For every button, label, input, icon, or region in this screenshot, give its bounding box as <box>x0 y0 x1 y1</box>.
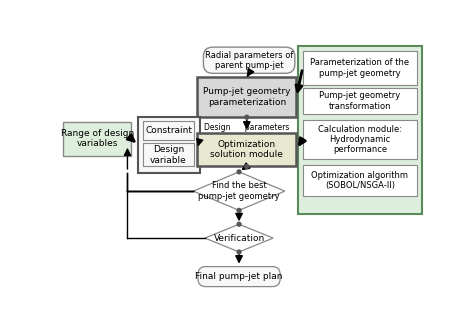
Bar <box>143 121 194 140</box>
Text: Design
variable: Design variable <box>150 145 187 164</box>
Text: Calculation module:
Hydrodynamic
performance: Calculation module: Hydrodynamic perform… <box>318 125 402 154</box>
Text: Optimization
solution module: Optimization solution module <box>210 140 283 159</box>
Circle shape <box>245 164 249 169</box>
Bar <box>197 133 296 166</box>
Bar <box>143 143 194 166</box>
Text: Pump-jet geometry
transformation: Pump-jet geometry transformation <box>319 91 401 111</box>
Circle shape <box>237 222 241 226</box>
Text: Radial parameters of
parent pump-jet: Radial parameters of parent pump-jet <box>205 51 293 70</box>
FancyBboxPatch shape <box>198 267 280 287</box>
Text: Pump-jet geometry
parameterization: Pump-jet geometry parameterization <box>203 87 291 107</box>
Polygon shape <box>205 224 273 252</box>
Text: Design      parameters: Design parameters <box>204 124 290 132</box>
Bar <box>302 165 417 196</box>
Bar <box>197 77 296 117</box>
Text: Parameterization of the
pump-jet geometry: Parameterization of the pump-jet geometr… <box>310 58 410 78</box>
Bar <box>302 88 417 114</box>
Bar <box>138 117 201 173</box>
FancyBboxPatch shape <box>203 47 295 73</box>
Text: Find the best
pump-jet geometry: Find the best pump-jet geometry <box>198 182 280 201</box>
Bar <box>63 122 131 156</box>
Text: Verification: Verification <box>213 233 264 243</box>
Bar <box>302 51 417 85</box>
Text: Range of design
variables: Range of design variables <box>61 129 134 148</box>
Circle shape <box>237 208 241 212</box>
Text: Optimization algorithm
(SOBOL/NSGA-II): Optimization algorithm (SOBOL/NSGA-II) <box>311 171 409 190</box>
Text: Final pump-jet plan: Final pump-jet plan <box>195 272 283 281</box>
Bar <box>302 120 417 159</box>
Circle shape <box>237 170 241 174</box>
Polygon shape <box>193 172 285 210</box>
Circle shape <box>245 115 249 119</box>
Circle shape <box>237 250 241 254</box>
Bar <box>298 46 422 214</box>
Text: Constraint: Constraint <box>145 126 192 135</box>
